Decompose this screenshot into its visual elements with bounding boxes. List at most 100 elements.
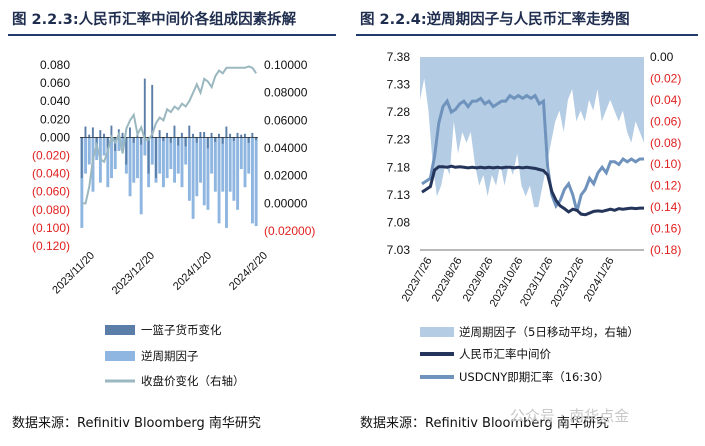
basket-bar <box>151 84 154 138</box>
basket-bar <box>140 137 143 145</box>
ccf-bar <box>110 137 113 179</box>
basket-bar <box>103 133 105 138</box>
ccf-bar <box>128 137 132 197</box>
right-y2-tick-label: (0.10) <box>650 157 681 171</box>
right-y2-tick-label: (0.18) <box>650 243 681 257</box>
ccf-bar <box>232 137 236 201</box>
basket-bar <box>177 137 180 146</box>
ccf-bar <box>247 137 251 174</box>
ccf-bar <box>132 137 136 183</box>
basket-bar <box>91 127 94 138</box>
ccf-bar <box>250 137 254 224</box>
ccf-bar <box>169 137 173 170</box>
left-y-tick-label: 0.080 <box>40 58 70 72</box>
basket-bar <box>195 137 198 143</box>
cny-central-parity-line <box>421 164 644 217</box>
ccf-bar <box>113 137 117 170</box>
basket-bar <box>84 126 87 138</box>
right-y-tick-label: 7.08 <box>387 215 411 229</box>
ccf-bar <box>87 137 91 165</box>
ccf-bar <box>254 137 258 227</box>
right-legend-swatch <box>420 327 454 337</box>
ccf-bar <box>217 137 221 224</box>
ccf-area <box>420 57 644 208</box>
basket-bar <box>221 137 224 144</box>
right-chart-title: 图 2.2.4:逆周期因子与人民币汇率走势图 <box>360 12 630 28</box>
right-y-tick-label: 7.18 <box>387 160 411 174</box>
left-legend-swatch <box>105 325 135 335</box>
left-y-tick-label: (0.040) <box>32 167 70 181</box>
ccf-bar <box>228 137 232 192</box>
ccf-bar <box>180 137 184 188</box>
left-legend-label: 收盘价变化（右轴） <box>141 374 245 388</box>
right-y2-tick-label: (0.06) <box>650 114 681 128</box>
right-legend-label: 逆周期因子（5日移动平均，右轴） <box>459 325 639 339</box>
right-y2-tick-label: (0.08) <box>650 136 681 150</box>
basket-bar <box>243 133 246 138</box>
ccf-bar <box>161 137 165 188</box>
ccf-bar <box>165 137 169 179</box>
left-y-tick-label: 0.060 <box>40 76 70 90</box>
ccf-bar <box>173 137 177 183</box>
ccf-bar <box>158 137 162 174</box>
ccf-bar <box>84 137 88 174</box>
left-title-rule <box>8 34 336 36</box>
basket-bar <box>218 133 220 138</box>
left-chart-title: 图 2.2.3:人民币汇率中间价各组成因素拆解 <box>12 12 297 28</box>
basket-bar <box>147 137 150 174</box>
basket-bar <box>188 125 191 138</box>
ccf-bar <box>184 137 188 165</box>
basket-bar <box>225 126 228 138</box>
right-y2-tick-label: (0.14) <box>650 200 681 214</box>
right-y-tick-label: 7.13 <box>387 188 411 202</box>
ccf-bar <box>243 137 247 188</box>
ccf-bar <box>225 137 228 228</box>
basket-bar <box>169 137 172 143</box>
left-y-tick-label: (0.020) <box>32 149 70 163</box>
ccf-bar <box>210 137 214 174</box>
basket-bar <box>184 137 187 147</box>
ccf-bar <box>206 137 210 210</box>
ccf-bar <box>139 137 143 215</box>
right-x-tick-label: 2024/1/26 <box>582 256 617 304</box>
basket-bar <box>158 130 161 138</box>
ccf-bar <box>150 137 154 165</box>
ccf-bar <box>143 137 147 156</box>
ccf-bar <box>236 137 240 210</box>
basket-bar <box>180 132 183 138</box>
left-y-tick-label: (0.080) <box>32 203 70 217</box>
right-y2-tick-label: (0.02) <box>650 71 681 85</box>
right-legend-label: USDCNY即期汇率（16:30） <box>459 370 609 384</box>
ccf-bar <box>117 137 121 151</box>
left-y-tick-label: 0.000 <box>40 130 70 144</box>
basket-bar <box>206 137 209 149</box>
basket-bar <box>192 133 194 138</box>
right-legend-label: 人民币汇率中间价 <box>459 347 551 361</box>
basket-bar <box>162 137 165 142</box>
basket-bar <box>154 137 157 179</box>
basket-bar <box>143 78 146 138</box>
ccf-bar <box>176 137 180 174</box>
basket-bar <box>106 137 109 149</box>
ccf-bar <box>195 137 199 197</box>
basket-bar <box>236 132 239 138</box>
left-y-tick-label: (0.120) <box>32 239 70 253</box>
basket-bar <box>110 125 113 138</box>
ccf-bar <box>239 137 243 170</box>
left-y2-tick-label: 0.04000 <box>264 141 308 155</box>
ccf-bar <box>213 137 217 192</box>
basket-bar <box>125 137 128 165</box>
ccf-bar <box>191 137 195 219</box>
left-source-note: 数据来源：Refinitiv Bloomberg 南华研究 <box>12 416 261 431</box>
right-y-tick-label: 7.28 <box>387 105 411 119</box>
right-source-note: 数据来源：Refinitiv Bloomberg 南华研究 <box>360 416 609 431</box>
basket-bar <box>210 132 213 138</box>
basket-bar <box>80 137 83 179</box>
ccf-bar <box>121 137 125 147</box>
basket-bar <box>203 131 206 138</box>
basket-bar <box>99 130 102 138</box>
basket-bar <box>129 127 131 138</box>
left-legend-swatch <box>105 351 135 361</box>
basket-bar <box>121 132 124 138</box>
left-y2-tick-label: 0.08000 <box>264 86 308 100</box>
